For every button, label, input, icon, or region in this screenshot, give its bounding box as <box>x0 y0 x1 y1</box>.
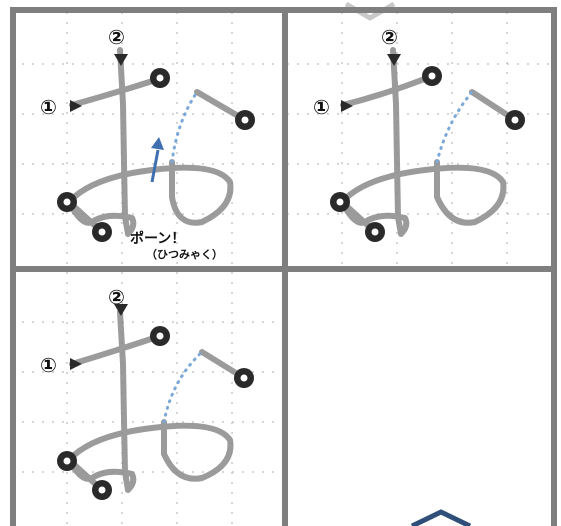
pop-reading: （ひつみゃく） <box>146 248 223 261</box>
start-triangle-icon <box>70 358 82 370</box>
arrow-icon <box>150 137 164 183</box>
stroke-diagram-2: ① ② <box>287 12 554 267</box>
stroke-horizontal <box>69 333 163 367</box>
panel-empty <box>287 272 554 526</box>
stroke-number-2: ② <box>108 285 125 309</box>
start-triangle-icon <box>114 304 128 316</box>
dotted-path <box>170 90 199 164</box>
stroke-vertical <box>66 309 234 493</box>
start-triangle-icon <box>70 100 82 112</box>
grid-dots <box>12 272 282 526</box>
stroke-horizontal <box>340 73 435 108</box>
stroke-diagram-1: ① ② <box>12 12 282 267</box>
dotted-path <box>435 90 474 164</box>
panel-step-3: ① ② <box>12 272 282 526</box>
stroke-horizontal <box>69 75 165 108</box>
pop-caption: ポーン！ <box>130 231 186 247</box>
stroke-vertical <box>66 47 234 237</box>
grid-dots <box>287 12 554 267</box>
stroke-number-1: ① <box>40 353 57 377</box>
stroke-vertical <box>339 47 507 237</box>
start-triangle-icon <box>114 54 128 66</box>
start-triangle-icon <box>341 100 353 112</box>
panel-step-2: ① ② <box>287 12 554 267</box>
stroke-number-2: ② <box>108 25 125 49</box>
start-triangle-icon <box>387 54 401 66</box>
stroke-number-1: ① <box>40 95 57 119</box>
stroke-number-2: ② <box>381 25 398 49</box>
panel-step-1: ① ② <box>12 12 282 267</box>
stroke-diagram-3: ① ② <box>12 272 282 526</box>
dotted-path <box>162 350 204 424</box>
stroke-number-1: ① <box>313 95 330 119</box>
